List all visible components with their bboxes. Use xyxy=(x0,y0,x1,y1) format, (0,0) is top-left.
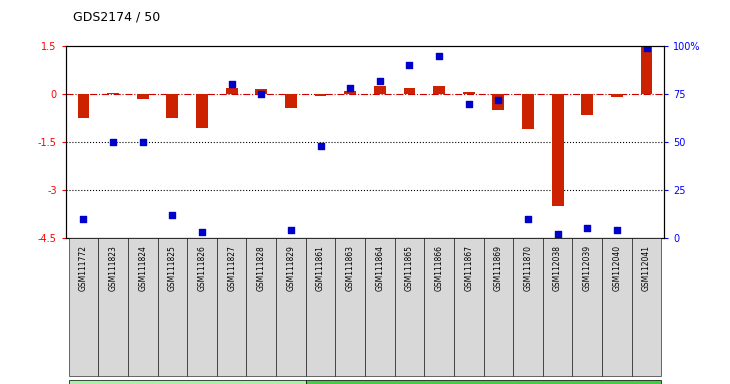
Bar xyxy=(335,238,365,376)
Bar xyxy=(395,238,424,376)
Text: GSM111869: GSM111869 xyxy=(494,245,503,291)
Text: GSM111828: GSM111828 xyxy=(257,245,266,291)
Bar xyxy=(365,238,395,376)
Text: GSM111870: GSM111870 xyxy=(523,245,532,291)
Point xyxy=(641,45,653,51)
Text: GSM111863: GSM111863 xyxy=(346,245,355,291)
Bar xyxy=(107,93,119,94)
Text: GSM112039: GSM112039 xyxy=(583,245,592,291)
Point xyxy=(552,231,564,237)
Bar xyxy=(493,94,504,110)
Bar xyxy=(463,93,474,94)
Text: GDS2174 / 50: GDS2174 / 50 xyxy=(73,10,161,23)
Bar xyxy=(187,238,217,376)
Bar xyxy=(543,238,572,376)
Bar xyxy=(641,46,653,94)
Text: GSM112041: GSM112041 xyxy=(642,245,651,291)
Bar xyxy=(276,238,306,376)
Bar xyxy=(424,238,454,376)
Bar xyxy=(513,238,543,376)
Bar xyxy=(602,238,631,376)
Text: GSM112038: GSM112038 xyxy=(553,245,562,291)
Bar xyxy=(285,94,297,108)
Bar xyxy=(99,238,128,376)
Bar xyxy=(77,94,89,118)
Text: GSM111866: GSM111866 xyxy=(434,245,444,291)
Point xyxy=(166,212,178,218)
Point xyxy=(77,216,89,222)
Text: GSM111826: GSM111826 xyxy=(198,245,207,291)
Bar xyxy=(315,94,326,96)
Bar xyxy=(69,238,99,376)
Point xyxy=(404,62,415,68)
Bar xyxy=(374,86,385,94)
Bar xyxy=(454,238,483,376)
Bar xyxy=(247,238,276,376)
Bar xyxy=(404,88,415,94)
Point xyxy=(433,53,445,59)
Bar xyxy=(306,380,661,384)
Point xyxy=(522,216,534,222)
Bar xyxy=(552,94,564,206)
Point xyxy=(374,78,385,84)
Point xyxy=(196,229,208,235)
Bar xyxy=(345,91,356,94)
Text: GSM111825: GSM111825 xyxy=(168,245,177,291)
Bar xyxy=(255,89,267,94)
Text: GSM111823: GSM111823 xyxy=(109,245,118,291)
Point xyxy=(255,91,267,97)
Text: GSM111827: GSM111827 xyxy=(227,245,236,291)
Bar xyxy=(158,238,187,376)
Point xyxy=(611,227,623,233)
Bar xyxy=(137,94,149,99)
Text: GSM112040: GSM112040 xyxy=(612,245,621,291)
Point xyxy=(493,97,504,103)
Point xyxy=(345,85,356,91)
Text: GSM111829: GSM111829 xyxy=(286,245,296,291)
Point xyxy=(463,101,474,107)
Bar xyxy=(522,94,534,129)
Text: GSM111861: GSM111861 xyxy=(316,245,325,291)
Bar xyxy=(166,94,178,118)
Text: GSM111864: GSM111864 xyxy=(375,245,384,291)
Point xyxy=(226,81,237,88)
Bar xyxy=(69,380,306,384)
Bar xyxy=(433,86,445,94)
Bar xyxy=(611,94,623,97)
Bar xyxy=(128,238,158,376)
Point xyxy=(107,139,119,145)
Point xyxy=(581,225,593,232)
Bar xyxy=(196,94,208,127)
Text: GSM111867: GSM111867 xyxy=(464,245,473,291)
Text: GSM111772: GSM111772 xyxy=(79,245,88,291)
Point xyxy=(315,143,326,149)
Bar xyxy=(217,238,247,376)
Bar xyxy=(226,88,237,94)
Point xyxy=(137,139,149,145)
Bar xyxy=(306,238,335,376)
Text: GSM111865: GSM111865 xyxy=(405,245,414,291)
Bar xyxy=(631,238,661,376)
Bar xyxy=(572,238,602,376)
Bar xyxy=(581,94,593,115)
Bar xyxy=(483,238,513,376)
Point xyxy=(285,227,297,233)
Text: GSM111824: GSM111824 xyxy=(138,245,147,291)
